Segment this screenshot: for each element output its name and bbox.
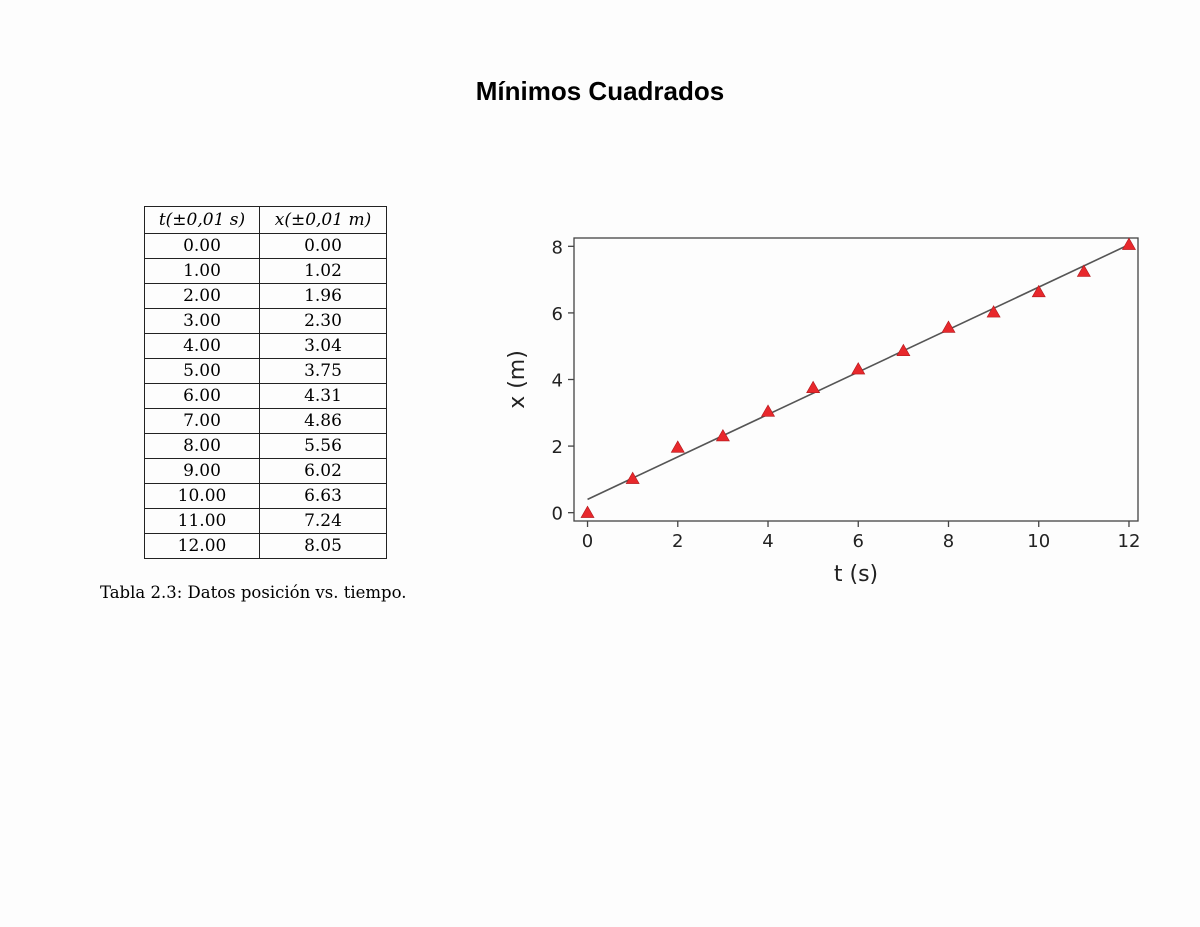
table-row: 4.00 3.04 <box>144 333 387 359</box>
table-row: 8.00 5.56 <box>144 433 387 459</box>
cell-position: 4.31 <box>259 383 387 409</box>
cell-time: 6.00 <box>144 383 260 409</box>
cell-time: 7.00 <box>144 408 260 434</box>
cell-time: 12.00 <box>144 533 260 559</box>
cell-time: 2.00 <box>144 283 260 309</box>
cell-position: 5.56 <box>259 433 387 459</box>
data-point <box>941 320 956 333</box>
x-tick-label: 0 <box>582 531 593 552</box>
table-caption: Tabla 2.3: Datos posición vs. tiempo. <box>100 583 407 602</box>
cell-time: 10.00 <box>144 483 260 509</box>
column-header-time: t(±0,01 s) <box>144 206 260 234</box>
x-tick-label: 4 <box>762 531 773 552</box>
x-tick-label: 6 <box>853 531 864 552</box>
data-table: t(±0,01 s) x(±0,01 m) 0.00 0.00 1.00 1.02 2.… <box>144 206 387 559</box>
data-point <box>1076 264 1091 277</box>
cell-time: 0.00 <box>144 233 260 259</box>
data-point <box>896 343 911 357</box>
cell-position: 1.96 <box>259 283 387 309</box>
table-row: 11.00 7.24 <box>144 508 387 534</box>
y-axis-label: x (m) <box>505 350 530 409</box>
cell-position: 2.30 <box>259 308 387 334</box>
cell-time: 4.00 <box>144 333 260 359</box>
cell-time: 9.00 <box>144 458 260 484</box>
table-row: 9.00 6.02 <box>144 458 387 484</box>
cell-time: 1.00 <box>144 258 260 284</box>
cell-time: 8.00 <box>144 433 260 459</box>
y-tick-label: 4 <box>552 371 563 392</box>
data-point <box>806 380 821 393</box>
y-tick-label: 0 <box>552 504 563 525</box>
table-row: 0.00 0.00 <box>144 233 387 259</box>
table-row: 1.00 1.02 <box>144 258 387 284</box>
data-point <box>851 362 866 375</box>
data-point <box>1031 284 1046 298</box>
cell-time: 3.00 <box>144 308 260 334</box>
position-time-chart: 0 2 4 6 8 10 12 0 2 4 6 8 t (s) x (m) <box>505 237 1141 587</box>
cell-position: 6.02 <box>259 458 387 484</box>
table-row: 12.00 8.05 <box>144 533 387 559</box>
cell-position: 4.86 <box>259 408 387 434</box>
data-point <box>670 440 685 453</box>
data-point <box>760 404 776 417</box>
table-row: 5.00 3.75 <box>144 358 387 384</box>
x-tick-label: 8 <box>943 531 954 552</box>
data-point <box>986 305 1001 318</box>
cell-position: 8.05 <box>259 533 387 559</box>
x-tick-label: 10 <box>1027 531 1050 552</box>
cell-time: 5.00 <box>144 358 260 384</box>
data-point <box>1121 237 1136 250</box>
cell-position: 3.04 <box>259 333 387 359</box>
y-tick-label: 6 <box>552 304 563 325</box>
cell-time: 11.00 <box>144 508 260 534</box>
column-header-position: x(±0,01 m) <box>259 206 387 234</box>
y-tick-label: 2 <box>552 437 563 458</box>
table-body: 0.00 0.00 1.00 1.02 2.00 1.96 3.00 2.30 4.00 3.04… <box>144 233 387 559</box>
cell-position: 1.02 <box>259 258 387 284</box>
data-point <box>625 471 640 484</box>
y-tick-label: 8 <box>552 237 563 258</box>
data-table-container: t(±0,01 s) x(±0,01 m) 0.00 0.00 1.00 1.02 2.… <box>144 206 387 559</box>
cell-position: 3.75 <box>259 358 387 384</box>
cell-position: 0.00 <box>259 233 387 259</box>
cell-position: 7.24 <box>259 508 387 534</box>
x-tick-label: 2 <box>672 531 683 552</box>
table-row: 3.00 2.30 <box>144 308 387 334</box>
table-header-row: t(±0,01 s) x(±0,01 m) <box>144 206 387 234</box>
x-axis-label: t (s) <box>834 562 878 587</box>
page-title: Mínimos Cuadrados <box>475 76 725 106</box>
data-point <box>715 428 730 442</box>
table-row: 2.00 1.96 <box>144 283 387 309</box>
table-row: 6.00 4.31 <box>144 383 387 409</box>
table-row: 7.00 4.86 <box>144 408 387 434</box>
table-row: 10.00 6.63 <box>144 483 387 509</box>
x-tick-label: 12 <box>1118 531 1141 552</box>
data-point <box>580 505 595 518</box>
cell-position: 6.63 <box>259 483 387 509</box>
